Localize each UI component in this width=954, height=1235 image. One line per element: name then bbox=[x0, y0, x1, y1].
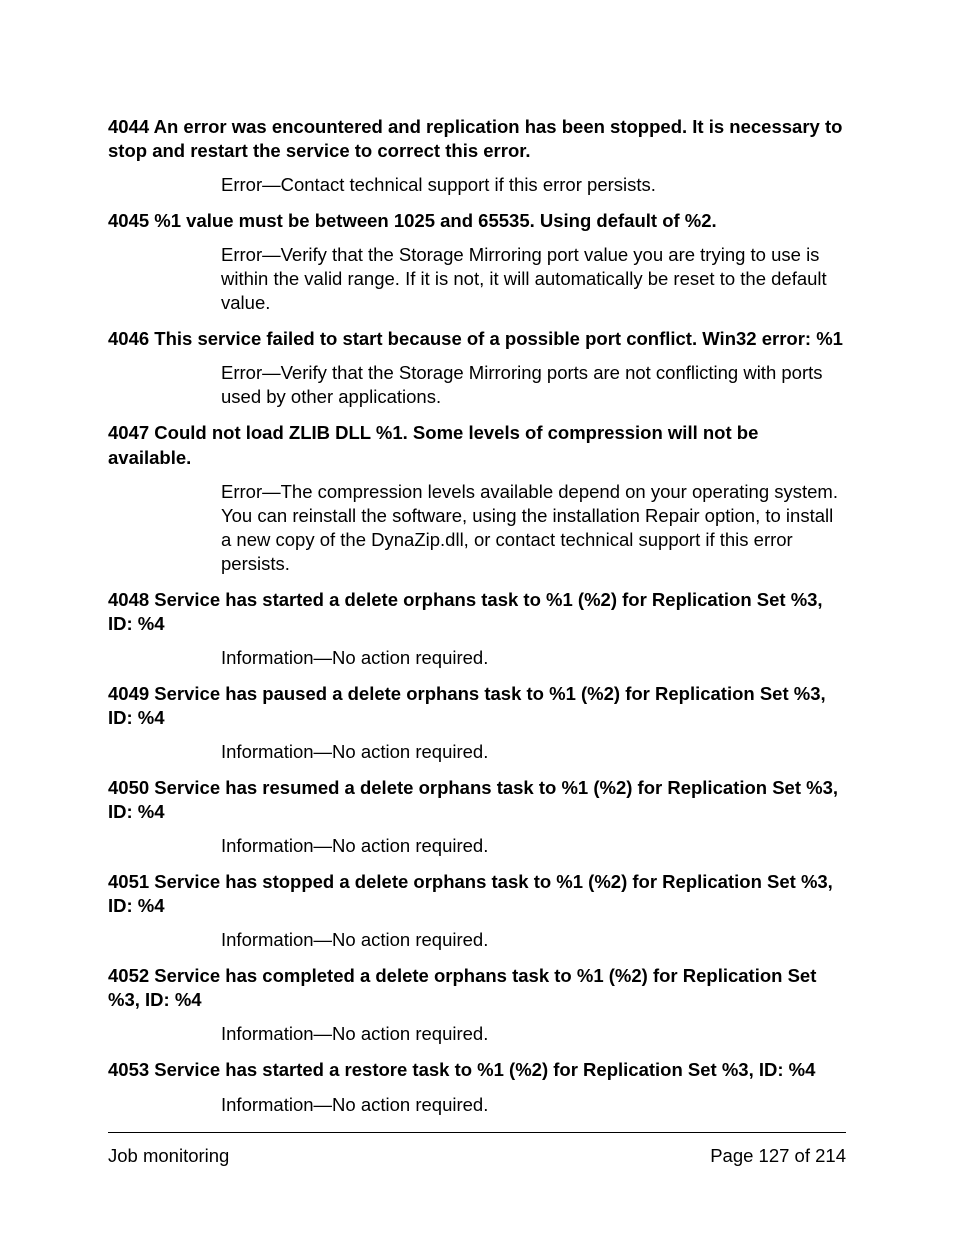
error-title: 4048 Service has started a delete orphan… bbox=[108, 588, 846, 636]
error-entry: 4053 Service has started a restore task … bbox=[108, 1058, 846, 1116]
error-entry: 4049 Service has paused a delete orphans… bbox=[108, 682, 846, 764]
error-description: Error—Verify that the Storage Mirroring … bbox=[221, 243, 846, 315]
error-entry: 4046 This service failed to start becaus… bbox=[108, 327, 846, 409]
error-title: 4051 Service has stopped a delete orphan… bbox=[108, 870, 846, 918]
content-body: 4044 An error was encountered and replic… bbox=[108, 115, 846, 1117]
error-title: 4046 This service failed to start becaus… bbox=[108, 327, 846, 351]
error-description: Information—No action required. bbox=[221, 928, 846, 952]
error-title: 4045 %1 value must be between 1025 and 6… bbox=[108, 209, 846, 233]
footer-left: Job monitoring bbox=[108, 1145, 229, 1167]
error-description: Information—No action required. bbox=[221, 1093, 846, 1117]
page-footer: Job monitoring Page 127 of 214 bbox=[108, 1132, 846, 1167]
error-description: Error—Verify that the Storage Mirroring … bbox=[221, 361, 846, 409]
error-entry: 4047 Could not load ZLIB DLL %1. Some le… bbox=[108, 421, 846, 575]
error-title: 4044 An error was encountered and replic… bbox=[108, 115, 846, 163]
error-description: Information—No action required. bbox=[221, 1022, 846, 1046]
error-title: 4053 Service has started a restore task … bbox=[108, 1058, 846, 1082]
error-entry: 4050 Service has resumed a delete orphan… bbox=[108, 776, 846, 858]
error-title: 4047 Could not load ZLIB DLL %1. Some le… bbox=[108, 421, 846, 469]
error-description: Information—No action required. bbox=[221, 646, 846, 670]
document-page: 4044 An error was encountered and replic… bbox=[0, 0, 954, 1235]
error-title: 4049 Service has paused a delete orphans… bbox=[108, 682, 846, 730]
error-entry: 4044 An error was encountered and replic… bbox=[108, 115, 846, 197]
error-entry: 4045 %1 value must be between 1025 and 6… bbox=[108, 209, 846, 315]
error-description: Error—Contact technical support if this … bbox=[221, 173, 846, 197]
error-entry: 4051 Service has stopped a delete orphan… bbox=[108, 870, 846, 952]
error-entry: 4048 Service has started a delete orphan… bbox=[108, 588, 846, 670]
error-description: Information—No action required. bbox=[221, 740, 846, 764]
error-title: 4050 Service has resumed a delete orphan… bbox=[108, 776, 846, 824]
error-description: Information—No action required. bbox=[221, 834, 846, 858]
error-description: Error—The compression levels available d… bbox=[221, 480, 846, 576]
error-title: 4052 Service has completed a delete orph… bbox=[108, 964, 846, 1012]
footer-right: Page 127 of 214 bbox=[710, 1145, 846, 1167]
error-entry: 4052 Service has completed a delete orph… bbox=[108, 964, 846, 1046]
